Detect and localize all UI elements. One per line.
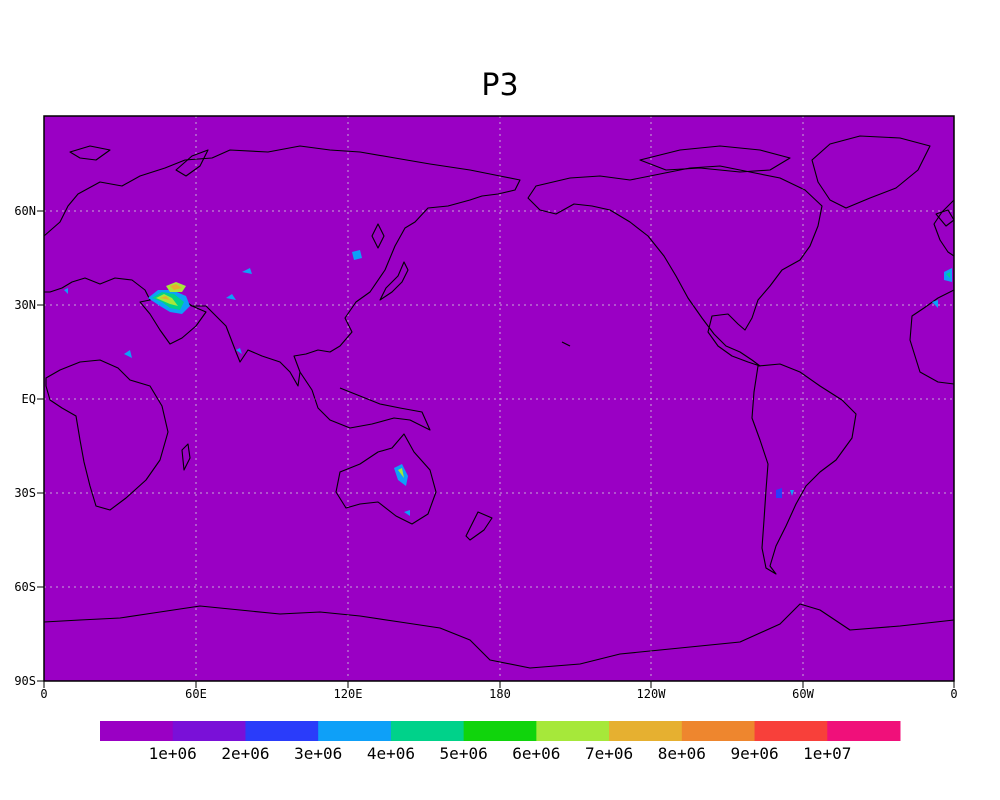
- sakhalin-coastline: [371, 223, 385, 249]
- colorbar-label: 1e+06: [149, 744, 197, 763]
- map-plot-area: [44, 116, 954, 681]
- antarctica-coastline: [43, 603, 955, 669]
- india-contour: [236, 348, 242, 354]
- europe-east-edge-coastline: [933, 199, 955, 257]
- iran-contour-core: [160, 296, 170, 300]
- svalbard-coastline: [69, 145, 111, 161]
- colorbar: [100, 721, 901, 741]
- hawaii-islands: [561, 341, 571, 347]
- colorbar-label: 1e+07: [803, 744, 851, 763]
- madagascar-coastline: [181, 443, 191, 471]
- south-america-contour: [776, 488, 782, 498]
- colorbar-label: 2e+06: [221, 744, 269, 763]
- greenland-coastline: [811, 135, 931, 209]
- colorbar-label: 5e+06: [440, 744, 488, 763]
- africa-contour: [124, 350, 132, 358]
- lon-label-0-left: 0: [40, 687, 47, 701]
- north-america-coastline: [527, 165, 823, 367]
- africa-east-edge-coastline: [909, 289, 955, 385]
- colorbar-swatch: [463, 721, 537, 741]
- lon-label-180: 180: [489, 687, 511, 701]
- colorbar-swatch: [536, 721, 610, 741]
- europe-right-contour-inner: [946, 272, 950, 278]
- china-contour-1: [352, 250, 362, 260]
- lat-label-30s: 30S: [14, 486, 36, 500]
- colorbar-label: 9e+06: [730, 744, 778, 763]
- colorbar-swatch: [681, 721, 756, 741]
- centralasia-contour: [226, 294, 236, 300]
- lat-label-60s: 60S: [14, 580, 36, 594]
- map-title: P3: [481, 68, 519, 103]
- contour-features: [64, 250, 952, 516]
- graticule: [44, 116, 954, 681]
- south-america-contour-2: [790, 490, 794, 496]
- lat-label-90s: 90S: [14, 674, 36, 688]
- africa-left-contour: [64, 288, 68, 294]
- lat-label-60n: 60N: [14, 204, 36, 218]
- colorbar-label: 7e+06: [585, 744, 633, 763]
- lat-label-eq: EQ: [22, 392, 36, 406]
- canadian-archipelago-coastline: [639, 145, 791, 173]
- australia-contour-inner: [398, 468, 404, 478]
- lon-label-120e: 120E: [334, 687, 363, 701]
- australia-se-contour: [404, 510, 410, 516]
- colorbar-swatch: [754, 721, 828, 741]
- caucasus-contour-inner: [170, 284, 182, 290]
- colorbar-swatch: [172, 721, 246, 741]
- lat-label-30n: 30N: [14, 298, 36, 312]
- southeast-asia-coastline: [299, 371, 431, 431]
- colorbar-label: 3e+06: [294, 744, 342, 763]
- lon-label-120w: 120W: [637, 687, 667, 701]
- colorbar-label: 6e+06: [512, 744, 560, 763]
- colorbar-swatch: [827, 721, 901, 741]
- south-america-coastline: [751, 363, 857, 575]
- japan-coastline: [379, 261, 409, 301]
- lon-label-60e: 60E: [185, 687, 207, 701]
- africa-coastline: [45, 359, 169, 511]
- iran-contour-inner: [156, 294, 178, 306]
- colorbar-swatch: [609, 721, 683, 741]
- lon-label-0-right: 0: [950, 687, 957, 701]
- colorbar-labels: 1e+06 2e+06 3e+06 4e+06 5e+06 6e+06 7e+06 8e+06…: [149, 744, 852, 763]
- colorbar-label: 4e+06: [367, 744, 415, 763]
- colorbar-swatch: [100, 721, 174, 741]
- tick-marks: [37, 210, 955, 688]
- novaya-zemlya-coastline: [175, 149, 209, 177]
- australia-contour-outer: [394, 464, 408, 486]
- colorbar-label: 8e+06: [658, 744, 706, 763]
- colorbar-swatch: [390, 721, 465, 741]
- colorbar-swatch: [318, 721, 392, 741]
- lon-label-60w: 60W: [792, 687, 814, 701]
- new-zealand-coastline: [465, 511, 493, 541]
- africa-right-contour: [932, 300, 938, 308]
- australia-coastline: [335, 433, 437, 525]
- colorbar-swatch: [245, 721, 319, 741]
- coastlines: [43, 135, 955, 669]
- china-contour-2: [242, 268, 252, 274]
